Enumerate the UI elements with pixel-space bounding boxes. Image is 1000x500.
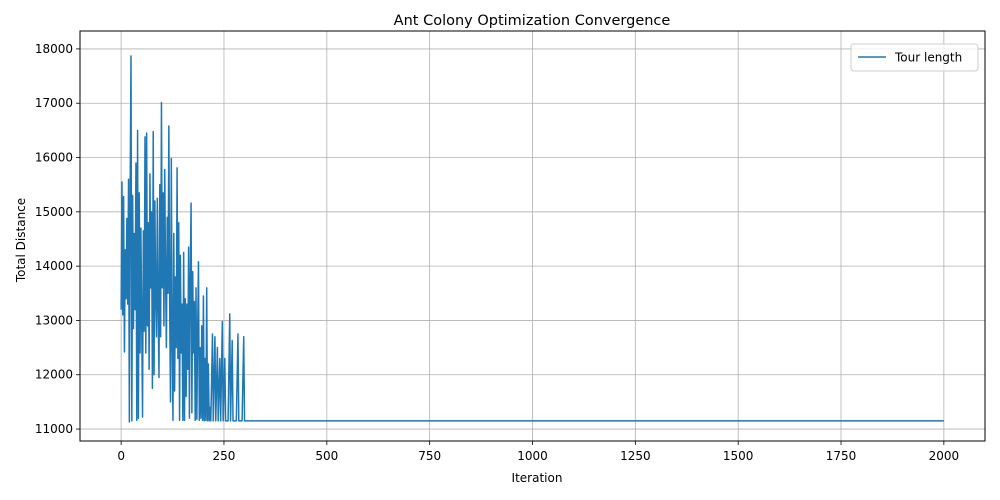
x-tick-label: 500: [315, 449, 338, 463]
legend: Tour length: [850, 43, 979, 72]
x-tick-label: 1750: [826, 449, 857, 463]
y-tick-label: 16000: [35, 151, 73, 165]
y-axis-label: Total Distance: [14, 198, 28, 283]
ticks-layer: 0 250 500 750 1000 1250 1500 1750 2000 11000 12000…: [35, 42, 959, 463]
x-tick-label: 0: [117, 449, 125, 463]
chart-title: Ant Colony Optimization Convergence: [394, 13, 671, 29]
legend-box: [850, 43, 979, 72]
x-tick-label: 2000: [929, 449, 960, 463]
x-axis-label: Iteration: [512, 471, 563, 485]
x-tick-label: 250: [213, 449, 236, 463]
series-layer: [120, 55, 944, 423]
y-tick-label: 15000: [35, 205, 73, 219]
legend-label-tour-length: Tour length: [894, 51, 962, 65]
y-tick-label: 11000: [35, 422, 73, 436]
x-tick-label: 750: [418, 449, 441, 463]
x-tick-label: 1500: [723, 449, 754, 463]
x-tick-label: 1250: [620, 449, 651, 463]
series-line-tour-length: [120, 55, 944, 423]
y-tick-label: 14000: [35, 259, 73, 273]
y-tick-label: 17000: [35, 96, 73, 110]
x-tick-label: 1000: [517, 449, 548, 463]
y-tick-label: 12000: [35, 368, 73, 382]
y-tick-label: 18000: [35, 42, 73, 56]
grid-layer: [80, 31, 985, 441]
y-tick-label: 13000: [35, 313, 73, 327]
